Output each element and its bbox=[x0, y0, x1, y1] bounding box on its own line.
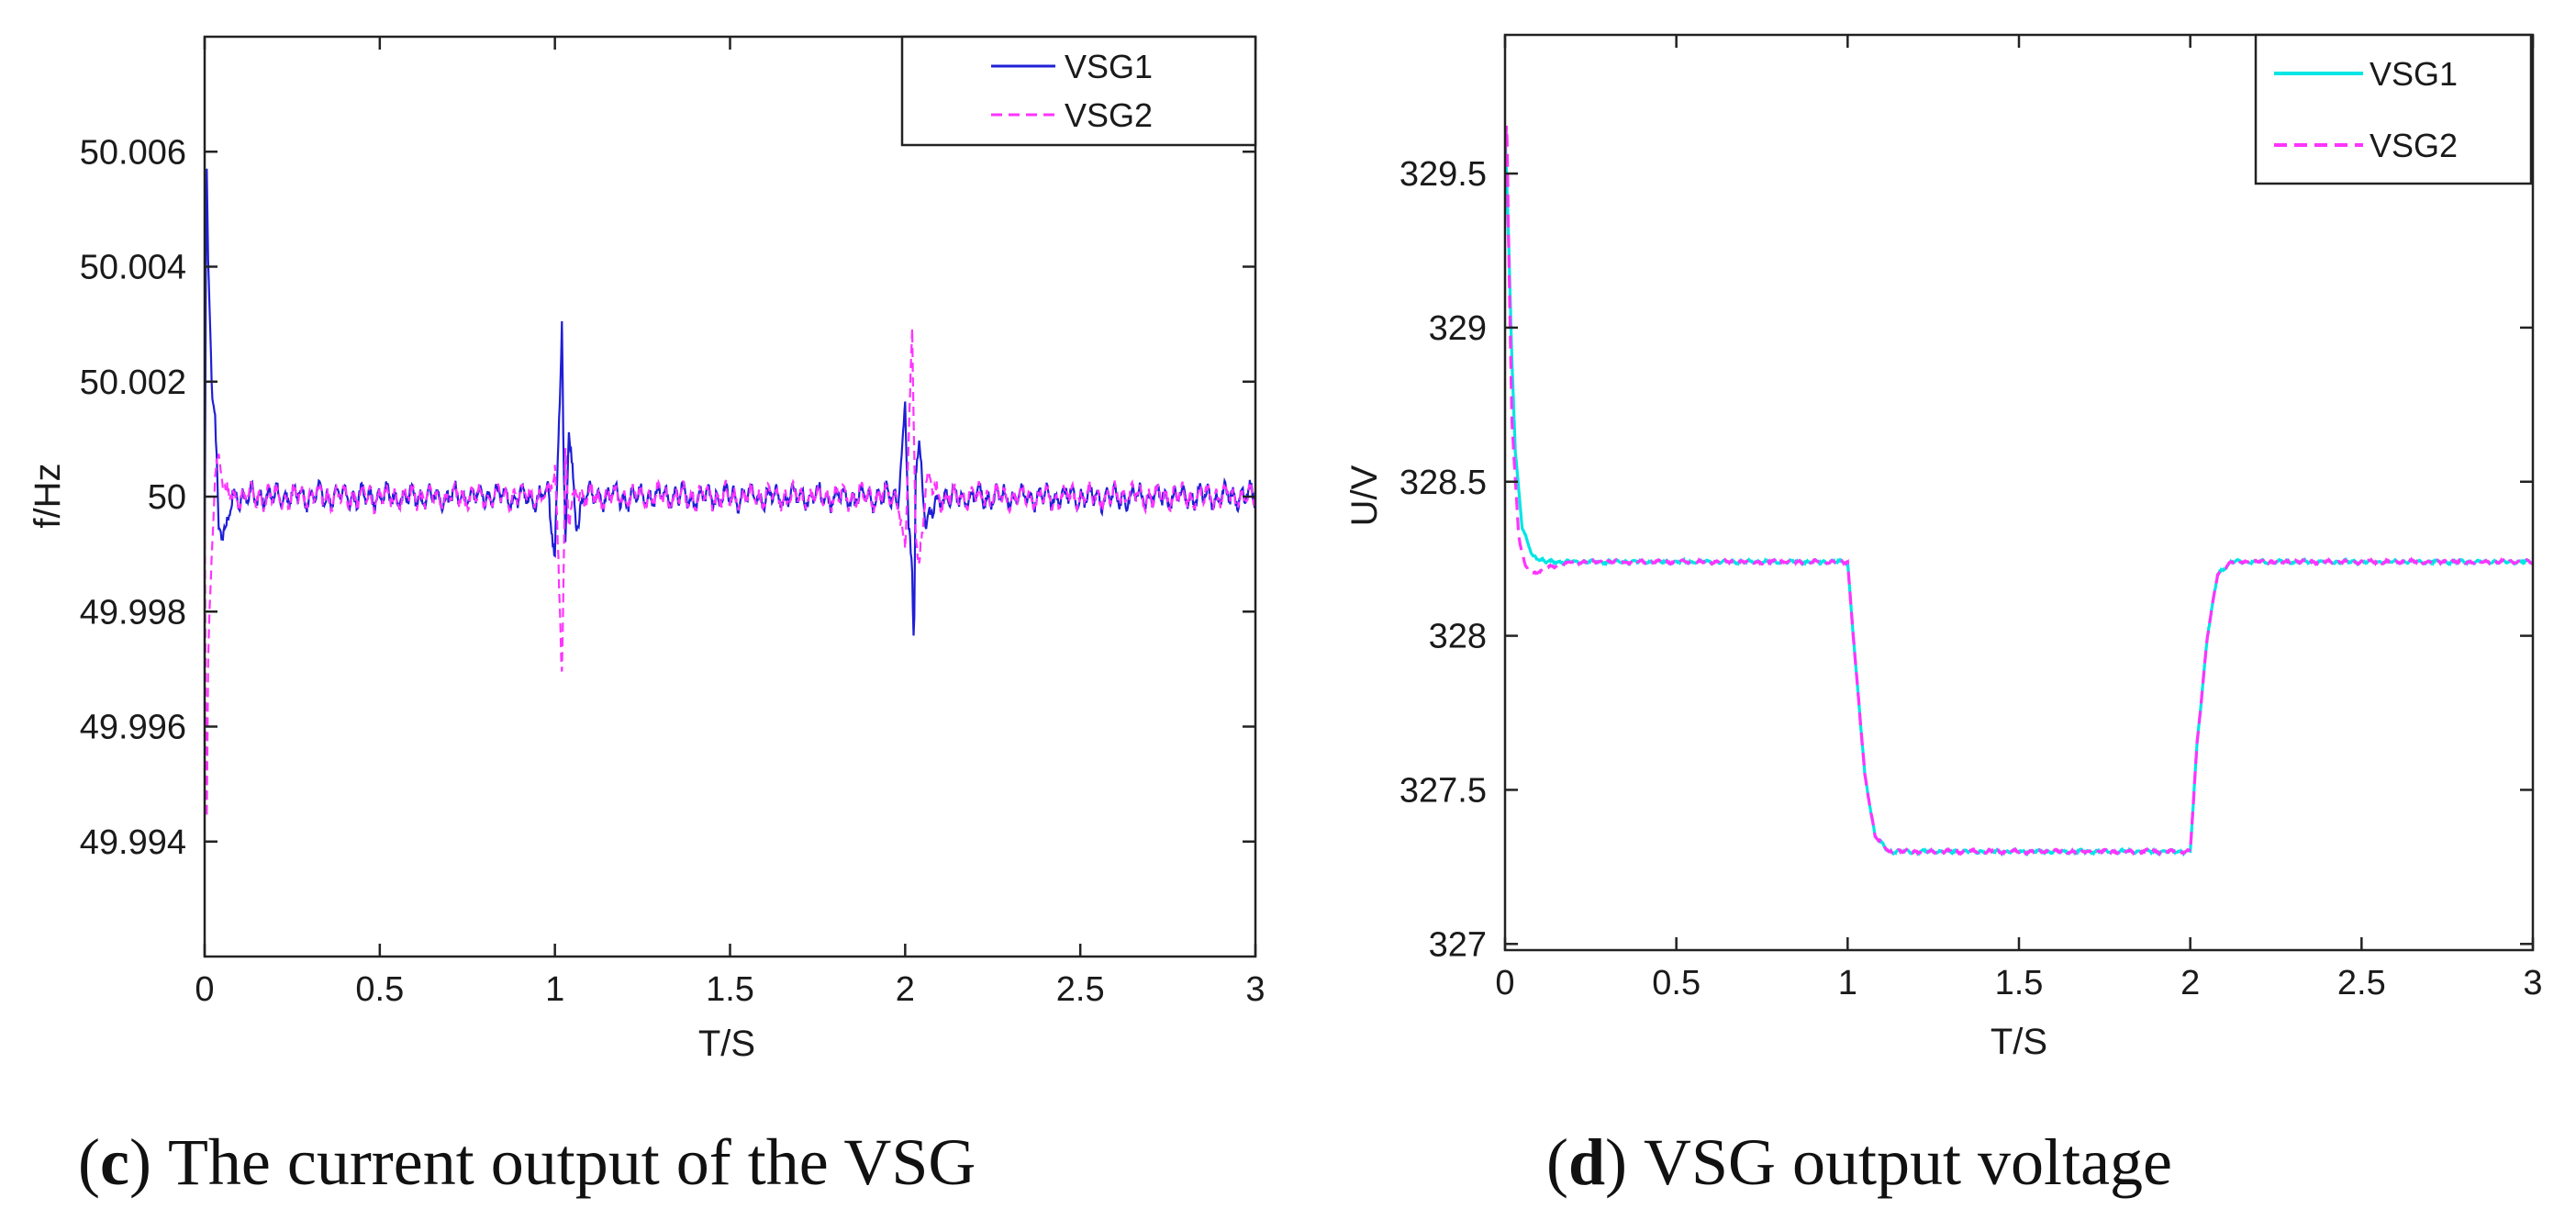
frequency-x-axis-label: T/S bbox=[698, 1024, 755, 1064]
voltage-x-tick-label: 2.5 bbox=[2337, 964, 2386, 1002]
frequency-chart: 0 0.5 1 1.5 2 2.5 3 49.994 49.996 49.998 50 50.002 5… bbox=[28, 35, 1266, 1199]
voltage-y-tick-label: 327 bbox=[1429, 925, 1487, 964]
voltage-x-tick-label: 2 bbox=[2180, 964, 2200, 1002]
voltage-chart: 0 0.5 1 1.5 2 2.5 3 327 327.5 328 328.5 329 329.5 T/… bbox=[1344, 33, 2543, 1199]
voltage-legend-vsg1-label: VSG1 bbox=[2370, 55, 2458, 93]
frequency-legend: VSG1 VSG2 bbox=[900, 35, 1257, 147]
voltage-plot-area: 0 0.5 1 1.5 2 2.5 3 327 327.5 328 328.5 329 329.5 bbox=[1400, 33, 2543, 1002]
voltage-y-tick-label: 328.5 bbox=[1400, 464, 1487, 502]
voltage-chart-caption: (d) VSG output voltage bbox=[1546, 1125, 2172, 1199]
voltage-y-tick-label: 327.5 bbox=[1400, 771, 1487, 810]
frequency-y-tick-label: 49.996 bbox=[80, 709, 186, 747]
frequency-x-tick-label: 1 bbox=[545, 970, 564, 1009]
frequency-y-tick-label: 50.006 bbox=[80, 133, 186, 172]
voltage-y-axis-label: U/V bbox=[1344, 464, 1385, 526]
frequency-legend-vsg2-label: VSG2 bbox=[1065, 96, 1153, 134]
frequency-y-tick-label: 49.994 bbox=[80, 823, 186, 862]
frequency-y-tick-label: 50.004 bbox=[80, 249, 186, 287]
frequency-x-tick-label: 0 bbox=[195, 970, 214, 1009]
frequency-y-axis-label: f/Hz bbox=[28, 463, 68, 528]
frequency-chart-caption: (c) The current output of the VSG bbox=[78, 1125, 976, 1199]
frequency-y-tick-label: 50.002 bbox=[80, 364, 186, 402]
voltage-x-axis-label: T/S bbox=[1991, 1022, 2047, 1062]
frequency-x-tick-label: 0.5 bbox=[355, 970, 404, 1009]
frequency-x-tick-label: 2.5 bbox=[1056, 970, 1105, 1009]
voltage-legend-vsg2-label: VSG2 bbox=[2370, 127, 2458, 164]
frequency-y-tick-label: 50 bbox=[148, 478, 186, 517]
voltage-series-vsg2 bbox=[1505, 125, 2533, 857]
voltage-y-tick-label: 329.5 bbox=[1400, 155, 1487, 194]
voltage-x-tick-label: 0 bbox=[1495, 964, 1514, 1002]
voltage-x-tick-label: 3 bbox=[2523, 964, 2542, 1002]
voltage-legend-box bbox=[2254, 33, 2533, 185]
frequency-x-tick-label: 2 bbox=[896, 970, 915, 1009]
frequency-x-tick-label: 3 bbox=[1245, 970, 1265, 1009]
voltage-y-tick-label: 328 bbox=[1429, 618, 1487, 656]
voltage-x-tick-label: 0.5 bbox=[1652, 964, 1701, 1002]
voltage-legend: VSG1 VSG2 bbox=[2254, 33, 2533, 185]
frequency-legend-box bbox=[900, 35, 1257, 147]
voltage-x-tick-label: 1.5 bbox=[1995, 964, 2044, 1002]
frequency-legend-vsg1-label: VSG1 bbox=[1065, 48, 1153, 85]
frequency-plot-area: 0 0.5 1 1.5 2 2.5 3 49.994 49.996 49.998 50 50.002 5… bbox=[80, 35, 1266, 1009]
frequency-x-tick-label: 1.5 bbox=[706, 970, 754, 1009]
voltage-y-tick-label: 329 bbox=[1429, 309, 1487, 348]
frequency-y-tick-label: 49.998 bbox=[80, 593, 186, 632]
frequency-series-vsg2 bbox=[205, 328, 1255, 818]
voltage-x-tick-label: 1 bbox=[1838, 964, 1857, 1002]
